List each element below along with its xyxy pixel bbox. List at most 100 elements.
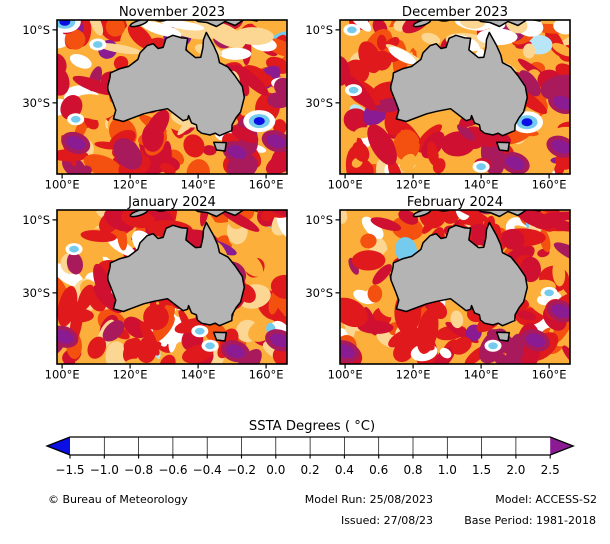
ssta-blob [544,289,554,297]
ssta-blob [361,216,384,239]
ssta-blob [89,20,104,36]
colorbar-tick-label: −1.0 [90,463,119,477]
ssta-blob [274,297,287,327]
ssta-blob [347,20,372,32]
ssta-blob [351,250,386,271]
lon-tick-label: 140°E [181,178,216,192]
ssta-blob [136,342,156,363]
colorbar-tick-label: 1.0 [438,463,457,477]
ssta-blob [340,218,353,236]
panel-title: November 2023 [119,5,225,20]
ssta-blob [515,210,554,230]
ssta-blob [205,342,215,350]
lon-tick-label: 160°E [532,368,567,382]
lat-tick-label: 10°S [22,213,50,227]
ssta-blob [521,118,533,127]
ssta-blob [139,321,160,356]
panel-november-2023: November 2023 100°E 120°E 140°E 160°E 10°S 30… [22,5,288,192]
ssta-blob [398,210,419,225]
colorbar-over-arrow [550,437,574,455]
ssta-blob [70,115,81,123]
ssta-blob [354,127,372,139]
ssta-blob [426,141,439,166]
ssta-blob [367,284,383,303]
lat-tick-label: 30°S [305,96,333,110]
ssta-blob [376,34,387,51]
ssta-blob [387,159,403,174]
panel-title: February 2024 [407,195,503,210]
ssta-blob [399,153,417,172]
ssta-blob [186,159,210,174]
ssta-blob [553,242,570,264]
ssta-blob [551,304,570,319]
lon-tick-label: 120°E [113,178,148,192]
ssta-blob [501,228,525,250]
lon-tick-label: 120°E [396,368,431,382]
colorbar-tick-label: 0.4 [335,463,354,477]
ssta-blob [202,145,217,156]
colorbar: SSTA Degrees ( °C) −1.5 −1.0 −0.8 −0.6 −0.4−… [45,419,575,477]
ssta-blob [105,20,126,37]
lat-tick-label: 10°S [22,23,50,37]
lat-tick-label: 10°S [305,213,333,227]
ssta-blob [450,310,464,329]
ssta-blob [75,210,100,222]
lon-tick-label: 160°E [249,368,284,382]
ssta-blob [551,139,570,154]
ssta-blob [227,145,247,160]
ssta-blob [243,65,268,81]
ssta-blob [348,86,359,94]
ssta-blob [183,134,205,158]
ssta-blob [443,210,460,224]
ssta-blob [270,333,287,348]
colorbar-tick-label: −0.8 [124,463,153,477]
lon-tick-label: 140°E [181,368,216,382]
lon-tick-label: 100°E [328,178,363,192]
ssta-blob [393,129,420,161]
ssta-blob [360,233,377,249]
colorbar-tick-label: −0.4 [193,463,222,477]
ssta-blob [230,126,259,144]
ssta-blob [347,26,357,34]
ssta-blob [83,154,123,174]
map-frame [339,19,571,175]
ssta-blob [195,327,205,335]
colorbar-tick-label: 1.5 [472,463,491,477]
ssta-blob [102,320,125,342]
ssta-blob [121,210,155,229]
model-run-text: Model Run: 25/08/2023 [304,493,433,506]
ssta-blob [486,329,519,355]
ssta-blob [160,162,176,174]
axis-ticks: 100°E 120°E 140°E 160°E 10°S 30°S [305,213,566,382]
ssta-blob [225,344,246,359]
ssta-blob [234,64,269,97]
ssta-blob [206,21,246,49]
colorbar-tick-label: 0.6 [369,463,388,477]
lon-tick-label: 140°E [464,178,499,192]
ssta-blob [66,252,83,275]
ssta-blob [200,210,212,227]
map-frame [339,209,571,365]
ssta-blob [457,124,475,141]
lat-tick-label: 30°S [22,96,50,110]
colorbar-under-arrow [47,437,70,455]
ssta-blob [522,43,536,59]
ssta-blob [263,210,287,220]
ssta-blob [57,263,85,288]
ssta-blob [145,109,170,141]
colorbar-outline [45,436,575,456]
ssta-blob [57,53,67,77]
colorbar-tick-label: −0.6 [158,463,187,477]
ssta-blob [253,117,265,126]
ssta-blob [124,358,140,364]
ssta-blob [372,264,393,285]
ssta-blob [134,210,175,226]
axis-ticks: 100°E 120°E 140°E 160°E 10°S 30°S [305,23,566,192]
ssta-blob [72,75,117,96]
ssta-blob [66,135,86,151]
ssta-blob [140,20,182,38]
ssta-blob [417,118,429,130]
ssta-blob [546,217,570,232]
ssta-blob [553,20,570,35]
ssta-blob [525,333,546,348]
